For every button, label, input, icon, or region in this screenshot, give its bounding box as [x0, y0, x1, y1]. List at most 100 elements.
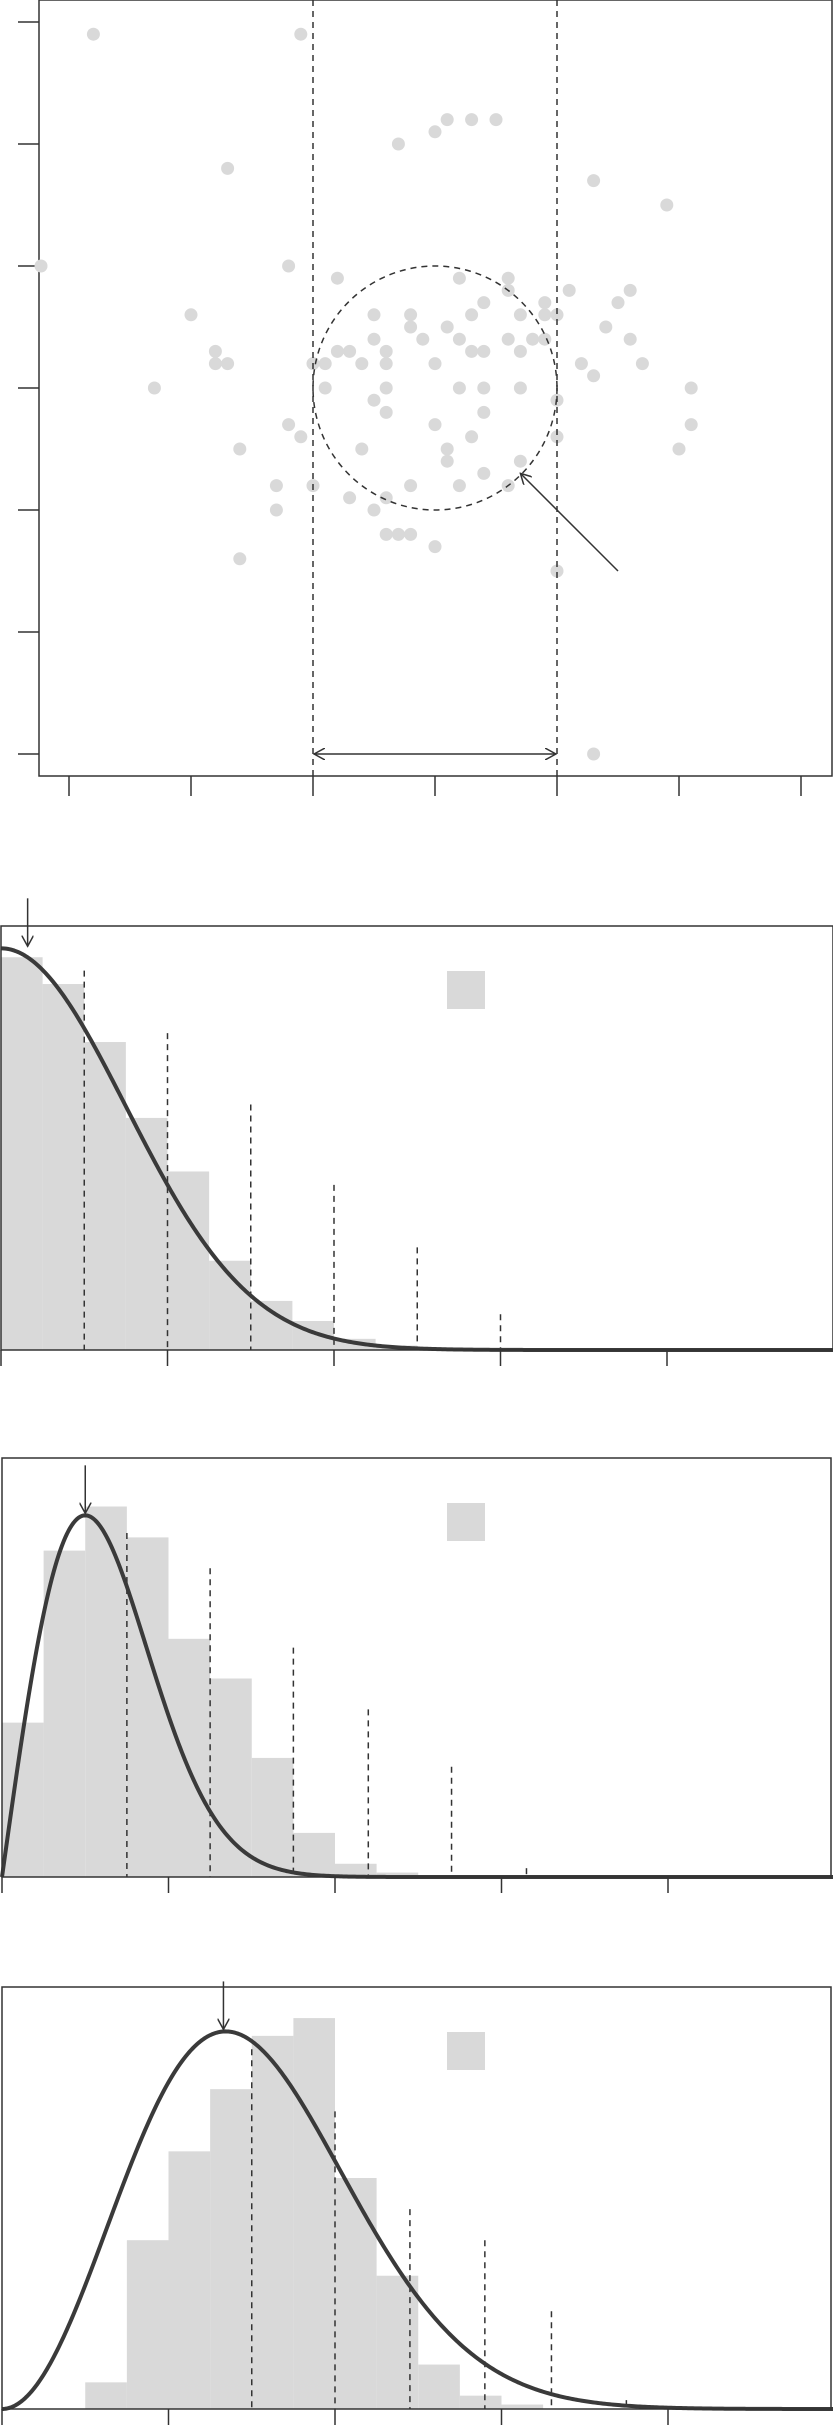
scatter-point [452, 381, 466, 395]
scatter-point [367, 308, 381, 322]
scatter-point [440, 113, 454, 127]
scatter-point [379, 344, 393, 358]
scatter-point [147, 381, 161, 395]
scatter-point [440, 320, 454, 334]
histogram-bar [210, 2089, 252, 2409]
histogram-bar [2, 1722, 44, 1877]
scatter-point [489, 113, 503, 127]
histogram-bar [168, 2151, 211, 2409]
histogram-frame [0, 925, 833, 1351]
scatter-point [367, 503, 381, 517]
scatter-point [416, 332, 430, 346]
scatter-point [513, 344, 527, 358]
scatter-point [221, 357, 235, 371]
scatter-point [538, 296, 552, 310]
scatter-point [465, 430, 479, 444]
scatter-point [208, 357, 222, 371]
histogram-bar [335, 1863, 377, 1877]
histogram-bar [84, 1042, 126, 1350]
scatter-point [440, 442, 454, 456]
scatter-point [221, 161, 235, 175]
scatter-point [282, 259, 296, 273]
legend-swatch [447, 971, 485, 1009]
scatter-point [355, 442, 369, 456]
scatter-point [428, 540, 442, 554]
histogram-bar [85, 1506, 127, 1877]
scatter-point [513, 454, 527, 468]
scatter-point [599, 320, 613, 334]
scatter-point [318, 381, 332, 395]
legend-swatch [447, 2032, 485, 2070]
histogram-bar [210, 1678, 252, 1877]
scatter-point [623, 283, 637, 297]
scatter-point [538, 308, 552, 322]
scatter-point [587, 369, 601, 383]
histogram-bar [418, 2364, 460, 2409]
scatter-point [587, 747, 601, 761]
scatter-point [404, 527, 418, 541]
histogram-bar [126, 2240, 169, 2409]
scatter-point [550, 430, 564, 444]
scatter-point [343, 491, 357, 505]
scatter-point [440, 454, 454, 468]
scatter-point [379, 491, 393, 505]
histogram-bar [167, 1171, 210, 1350]
scatter-point [465, 308, 479, 322]
scatter-panel [18, 0, 833, 796]
legend-swatch [447, 1503, 485, 1541]
histogram-bar [250, 1300, 293, 1350]
histogram-bar [335, 2178, 377, 2409]
histogram-bar [459, 2395, 502, 2409]
histogram-bar [85, 2382, 127, 2409]
histogram-bar [251, 2035, 294, 2409]
scatter-point [513, 308, 527, 322]
scatter-point [294, 430, 308, 444]
scatter-point [660, 198, 674, 212]
scatter-point [477, 344, 491, 358]
scatter-point [477, 296, 491, 310]
histogram-bar [125, 1117, 168, 1350]
scatter-point [269, 479, 283, 493]
scatter-point [550, 308, 564, 322]
histogram-bar [293, 2018, 335, 2409]
scatter-point [318, 357, 332, 371]
scatter-point [672, 442, 686, 456]
scatter-point [330, 344, 344, 358]
scatter-point [404, 308, 418, 322]
histogram-frame [1, 1457, 832, 1878]
scatter-point [379, 405, 393, 419]
histogram-bar [501, 2404, 544, 2409]
histogram-bar [126, 1537, 169, 1877]
scatter-point [526, 332, 540, 346]
histogram-bar [1, 957, 43, 1350]
scatter-point [428, 418, 442, 432]
histogram-bar [251, 1757, 294, 1877]
histogram-panel-2 [0, 1457, 833, 1893]
scatter-point [86, 27, 100, 41]
scatter-point [550, 564, 564, 578]
scatter-point [379, 527, 393, 541]
histogram-bar [376, 1872, 419, 1877]
scatter-point [294, 27, 308, 41]
scatter-point [452, 271, 466, 285]
scatter-point [428, 357, 442, 371]
histogram-panel-1 [0, 898, 833, 1366]
scatter-point [501, 332, 515, 346]
scatter-point [379, 381, 393, 395]
scatter-point [684, 381, 698, 395]
scatter-point [367, 332, 381, 346]
scatter-point [233, 552, 247, 566]
scatter-point [330, 271, 344, 285]
scatter-point [355, 357, 369, 371]
scatter-point [684, 418, 698, 432]
scatter-point [562, 283, 576, 297]
scatter-point [501, 271, 515, 285]
pointer-arrow [520, 473, 619, 572]
histogram-bar [168, 1638, 211, 1877]
scatter-point [477, 405, 491, 419]
scatter-point [477, 466, 491, 480]
histogram-bar [293, 1832, 335, 1877]
scatter-point [428, 125, 442, 139]
scatter-point [391, 137, 405, 151]
